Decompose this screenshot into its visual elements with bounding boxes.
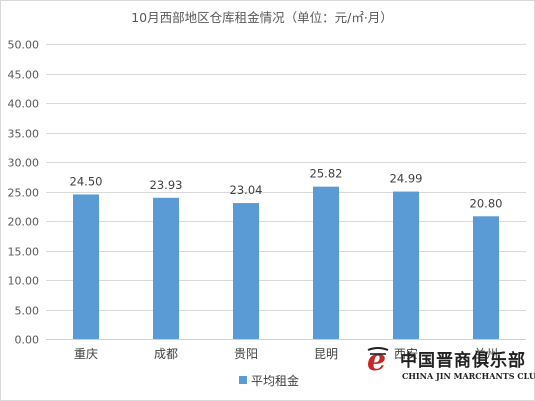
x-category-label: 兰州 bbox=[474, 347, 498, 361]
bar bbox=[73, 194, 99, 339]
bars bbox=[73, 186, 499, 339]
bar bbox=[233, 203, 259, 339]
data-label: 20.80 bbox=[470, 196, 503, 210]
watermark-text-cn: 中国晋商俱乐部 bbox=[400, 351, 526, 371]
data-label: 24.99 bbox=[390, 172, 423, 186]
data-label: 23.93 bbox=[150, 178, 183, 192]
x-category-label: 昆明 bbox=[314, 347, 338, 361]
bar bbox=[313, 186, 339, 339]
data-labels: 24.50 23.93 23.04 25.82 24.99 20.80 bbox=[70, 167, 503, 211]
watermark-text-en: CHINA JIN MARCHANTS CLUB bbox=[402, 371, 535, 381]
data-label: 25.82 bbox=[310, 167, 343, 181]
y-tick-label: 45.00 bbox=[8, 69, 40, 82]
bar bbox=[153, 197, 179, 339]
data-label: 23.04 bbox=[230, 183, 263, 197]
chart-title: 10月西部地区仓库租金情况（单位：元/㎡·月） bbox=[131, 10, 393, 25]
y-tick-label: 35.00 bbox=[8, 128, 40, 141]
x-category-label: 重庆 bbox=[74, 347, 98, 361]
x-category-label: 贵阳 bbox=[234, 347, 258, 361]
bar bbox=[473, 216, 499, 339]
y-tick-label: 25.00 bbox=[8, 187, 40, 200]
club-logo-icon: e bbox=[367, 344, 389, 376]
y-tick-label: 15.00 bbox=[8, 246, 40, 259]
legend: 平均租金 bbox=[239, 373, 299, 388]
x-category-label: 西安 bbox=[394, 346, 418, 361]
x-axis-categories: 重庆 成都 贵阳 昆明 西安 兰州 bbox=[74, 346, 498, 361]
y-tick-label: 5.00 bbox=[15, 305, 40, 318]
y-tick-label: 10.00 bbox=[8, 275, 40, 288]
y-tick-label: 50.00 bbox=[8, 39, 40, 52]
y-tick-label: 30.00 bbox=[8, 157, 40, 170]
legend-swatch bbox=[239, 376, 247, 384]
y-axis-ticks: 0.00 5.00 10.00 15.00 20.00 25.00 30.00 35.00 40… bbox=[8, 39, 40, 347]
watermark: e 中国晋商俱乐部 CHINA JIN MARCHANTS CLUB bbox=[366, 342, 535, 392]
gridlines bbox=[46, 44, 526, 340]
y-tick-label: 20.00 bbox=[8, 216, 40, 229]
bar bbox=[393, 191, 419, 339]
y-tick-label: 0.00 bbox=[15, 334, 40, 347]
data-label: 24.50 bbox=[70, 174, 103, 188]
y-tick-label: 40.00 bbox=[8, 98, 40, 111]
svg-text:e: e bbox=[367, 344, 386, 376]
legend-label: 平均租金 bbox=[251, 373, 299, 388]
x-category-label: 成都 bbox=[154, 347, 178, 361]
